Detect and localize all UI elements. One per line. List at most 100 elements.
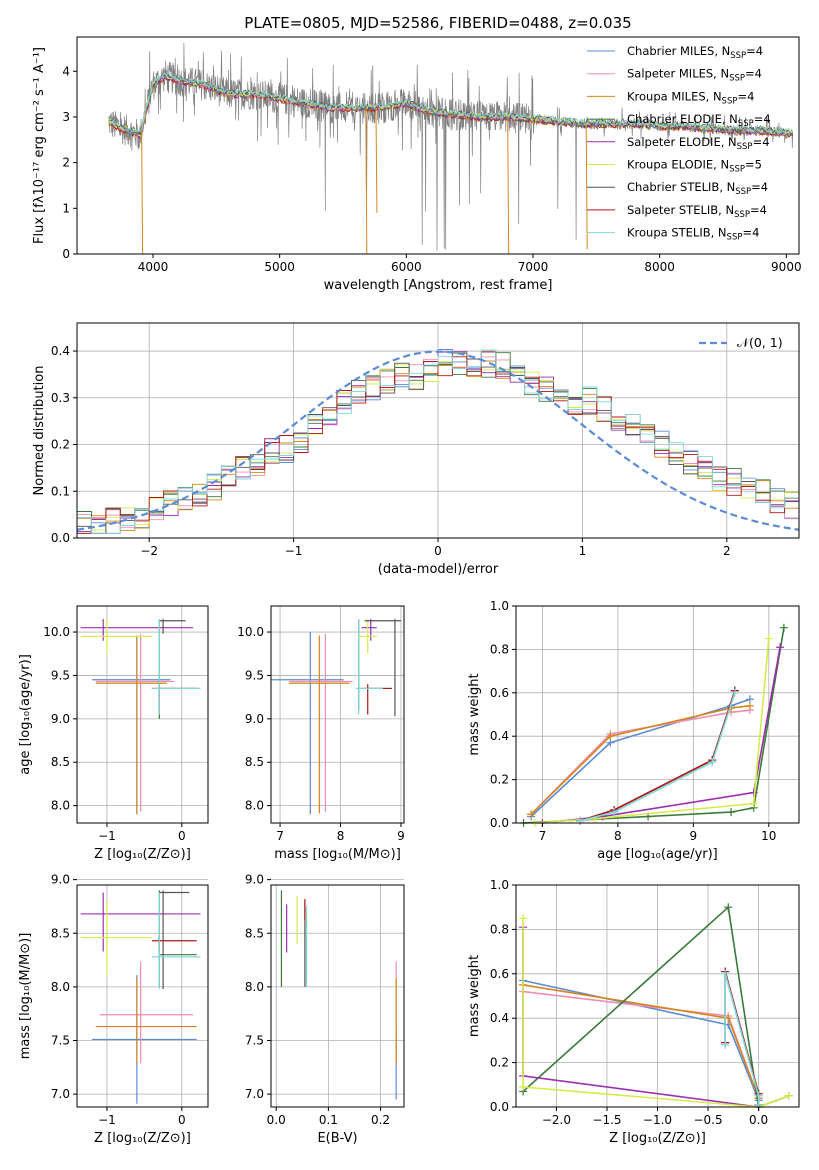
x-axis-label: E(B-V) bbox=[317, 1131, 357, 1146]
x-tick-label: 1 bbox=[579, 544, 587, 558]
legend-entry: 𝒩(0, 1) bbox=[737, 335, 783, 350]
y-tick-label: 8.5 bbox=[245, 755, 264, 769]
legend-suffix: =4 bbox=[737, 89, 754, 103]
weight-point-c2 bbox=[745, 701, 754, 710]
legend-suffix: =4 bbox=[746, 44, 763, 58]
y-tick-label: 9.0 bbox=[245, 712, 264, 726]
x-tick-label: 0.1 bbox=[319, 1113, 338, 1127]
axes-frame bbox=[76, 605, 209, 824]
figure-title: PLATE=0805, MJD=52586, FIBERID=0488, z=0… bbox=[244, 14, 631, 32]
x-axis-label: Z [log₁₀(Z/Z⊙)] bbox=[94, 847, 191, 862]
y-axis-label: mass [log₁₀(M/M⊙)] bbox=[18, 933, 33, 1060]
x-tick-label: 8 bbox=[614, 829, 622, 843]
weight-line-c4 bbox=[542, 647, 781, 824]
plot-area bbox=[519, 623, 788, 827]
y-tick-label: 1.0 bbox=[490, 599, 509, 613]
legend-entry: Kroupa MILES, NSSP=4 bbox=[627, 89, 754, 106]
weight-point-c5 bbox=[519, 1083, 528, 1092]
legend-label: Chabrier MILES, N bbox=[627, 44, 730, 58]
weight-line-c8 bbox=[724, 973, 760, 1105]
legend-subscript: SSP bbox=[729, 74, 745, 84]
legend-entry: Salpeter STELIB, NSSP=4 bbox=[627, 203, 767, 220]
legend-label: Salpeter STELIB, N bbox=[627, 203, 734, 217]
legend-label: Chabrier ELODIE, N bbox=[627, 112, 738, 126]
x-tick-label: −1 bbox=[98, 1113, 116, 1127]
y-tick-label: 8.0 bbox=[245, 799, 264, 813]
model-spectrum-line-c6 bbox=[108, 72, 793, 136]
y-tick-label: 0.0 bbox=[51, 531, 70, 545]
model-dip bbox=[141, 129, 144, 254]
model-spectrum-line-c8 bbox=[108, 71, 793, 134]
x-tick-label: 8 bbox=[337, 829, 345, 843]
legend-subscript: SSP bbox=[729, 165, 745, 175]
legend-subscript: SSP bbox=[735, 187, 751, 197]
y-tick-label: 4 bbox=[62, 64, 70, 78]
legend-suffix: =4 bbox=[745, 67, 762, 81]
x-tick-label: 4000 bbox=[138, 260, 169, 274]
plot-area bbox=[80, 619, 201, 815]
y-tick-label: 8.0 bbox=[51, 799, 70, 813]
y-tick-label: 0.6 bbox=[490, 686, 509, 700]
weight-point-c5 bbox=[749, 799, 758, 808]
legend-entry: Salpeter ELODIE, NSSP=4 bbox=[627, 135, 770, 152]
legend-label: Kroupa MILES, N bbox=[627, 89, 722, 103]
y-tick-label: 0.1 bbox=[51, 484, 70, 498]
weight-point-c3 bbox=[724, 903, 733, 912]
y-tick-label: 9.0 bbox=[51, 712, 70, 726]
weight-line-c0 bbox=[530, 698, 751, 818]
y-tick-label: 7.5 bbox=[51, 1034, 70, 1048]
weight-line-c6 bbox=[579, 690, 736, 822]
y-tick-label: 1.0 bbox=[490, 878, 509, 892]
x-axis-label: Z [log₁₀(Z/Z⊙)] bbox=[609, 1131, 706, 1146]
plot-area bbox=[280, 890, 397, 1100]
y-tick-label: 0.4 bbox=[51, 344, 70, 358]
x-tick-label: 2 bbox=[723, 544, 731, 558]
y-axis-label: age [log₁₀(age/yr)] bbox=[18, 654, 33, 775]
y-tick-label: 7.0 bbox=[51, 1087, 70, 1101]
y-tick-label: 7.5 bbox=[245, 1034, 264, 1048]
model-dip bbox=[375, 107, 378, 213]
gaussian-curve bbox=[77, 350, 799, 531]
x-tick-label: −1 bbox=[98, 829, 116, 843]
x-tick-label: 7 bbox=[276, 829, 284, 843]
axes-frame bbox=[270, 605, 405, 824]
x-tick-label: 7000 bbox=[518, 260, 549, 274]
y-tick-label: 9.5 bbox=[51, 668, 70, 682]
legend-suffix: =4 bbox=[750, 203, 767, 217]
x-tick-label: 0 bbox=[178, 1113, 186, 1127]
legend-label: Salpeter ELODIE, N bbox=[627, 135, 737, 149]
legend-subscript: SSP bbox=[737, 142, 753, 152]
weight-point-c4 bbox=[776, 643, 785, 652]
y-tick-label: 10.0 bbox=[43, 625, 70, 639]
y-axis-label: Normed distribution bbox=[32, 366, 47, 496]
spectrum-panel: 4000 5000 6000 7000 8000 9000 0 1 2 3 4 wavelength … bbox=[32, 36, 802, 293]
x-axis-label: wavelength [Angstrom, rest frame] bbox=[324, 278, 553, 293]
age_vs_mass-panel: 7 8 9 8.0 8.5 9.0 9.5 10.0 mass [log₁₀(M/M⊙)] bbox=[237, 605, 405, 862]
y-tick-label: 1 bbox=[62, 201, 70, 215]
x-tick-label: −1 bbox=[285, 544, 303, 558]
plot-area bbox=[271, 619, 401, 815]
plot-area bbox=[519, 903, 793, 1111]
observed-spectrum-line bbox=[108, 42, 794, 251]
weight-line-c5 bbox=[534, 638, 770, 824]
legend-label: Kroupa ELODIE, N bbox=[627, 158, 729, 172]
y-tick-label: 0.8 bbox=[490, 642, 509, 656]
x-tick-label: 9000 bbox=[771, 260, 802, 274]
x-tick-label: 9 bbox=[690, 829, 698, 843]
legend-subscript: SSP bbox=[727, 233, 743, 243]
model-dip bbox=[507, 116, 510, 254]
y-tick-label: 0.4 bbox=[490, 729, 509, 743]
weight-point-c3 bbox=[727, 808, 736, 817]
y-tick-label: 0.3 bbox=[51, 391, 70, 405]
x-tick-label: −1.0 bbox=[643, 1113, 672, 1127]
weight-point-c5 bbox=[519, 914, 528, 923]
x-axis-label: mass [log₁₀(M/M⊙)] bbox=[274, 847, 401, 862]
legend-entry: Chabrier ELODIE, NSSP=4 bbox=[627, 112, 771, 129]
y-tick-label: 0.0 bbox=[490, 1100, 509, 1114]
weight-line-c5 bbox=[522, 918, 790, 1108]
x-tick-label: 0.2 bbox=[371, 1113, 390, 1127]
y-tick-label: 0.2 bbox=[51, 438, 70, 452]
weight-point-c8 bbox=[721, 1040, 730, 1049]
weight-point-c8 bbox=[754, 1091, 763, 1100]
y-tick-label: 9.0 bbox=[51, 873, 70, 887]
